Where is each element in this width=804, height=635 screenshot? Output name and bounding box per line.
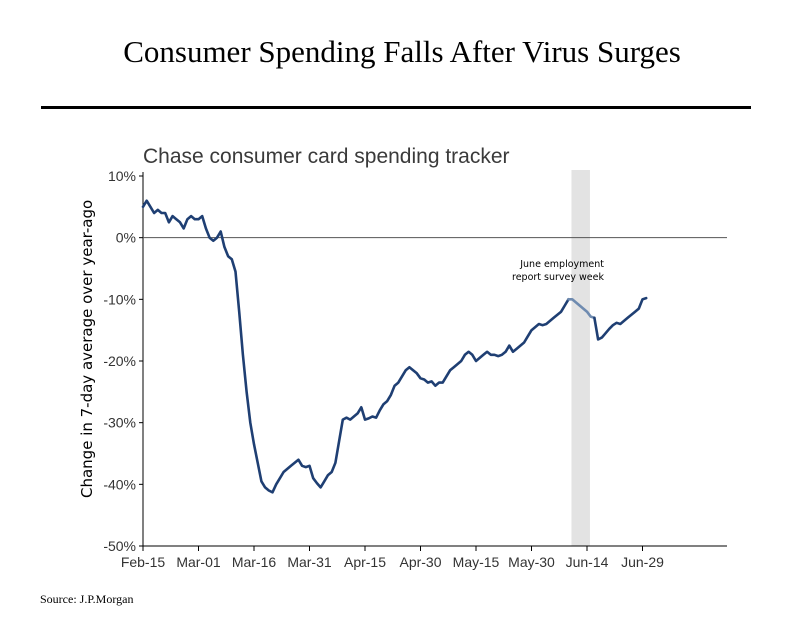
title-divider	[41, 106, 751, 109]
spending-line-survey-segment	[567, 297, 596, 320]
x-tick-label: Jun-29	[621, 554, 664, 570]
y-tick-label: -20%	[103, 353, 136, 369]
x-tick-label: Feb-15	[121, 554, 166, 570]
spending-line-segment	[141, 199, 570, 494]
x-tick-label: Mar-01	[176, 554, 221, 570]
x-tick-label: Jun-14	[566, 554, 609, 570]
y-axis-label: Change in 7-day average over year-ago	[78, 200, 96, 498]
page-title: Consumer Spending Falls After Virus Surg…	[123, 34, 681, 69]
x-tick-label: Mar-31	[287, 554, 332, 570]
spending-line-chart: Chase consumer card spending tracker 10%…	[78, 145, 727, 570]
band-annotation-line: June employment	[519, 259, 604, 270]
y-tick-label: 0%	[116, 230, 136, 246]
x-tick-label: May-15	[453, 554, 500, 570]
x-tick-label: Apr-15	[344, 554, 386, 570]
y-tick-label: -40%	[103, 476, 136, 492]
y-tick-label: -50%	[103, 538, 136, 554]
source-note: Source: J.P.Morgan	[40, 592, 134, 606]
chart-subtitle: Chase consumer card spending tracker	[143, 145, 510, 168]
x-tick-label: May-30	[508, 554, 555, 570]
x-tick-label: Apr-30	[399, 554, 441, 570]
y-tick-label: 10%	[108, 168, 136, 184]
x-tick-label: Mar-16	[232, 554, 277, 570]
y-tick-label: -30%	[103, 415, 136, 431]
band-annotation-line: report survey week	[512, 272, 604, 283]
survey-week-band	[571, 170, 590, 546]
y-tick-label: -10%	[103, 291, 136, 307]
spending-line-segment	[593, 296, 648, 341]
